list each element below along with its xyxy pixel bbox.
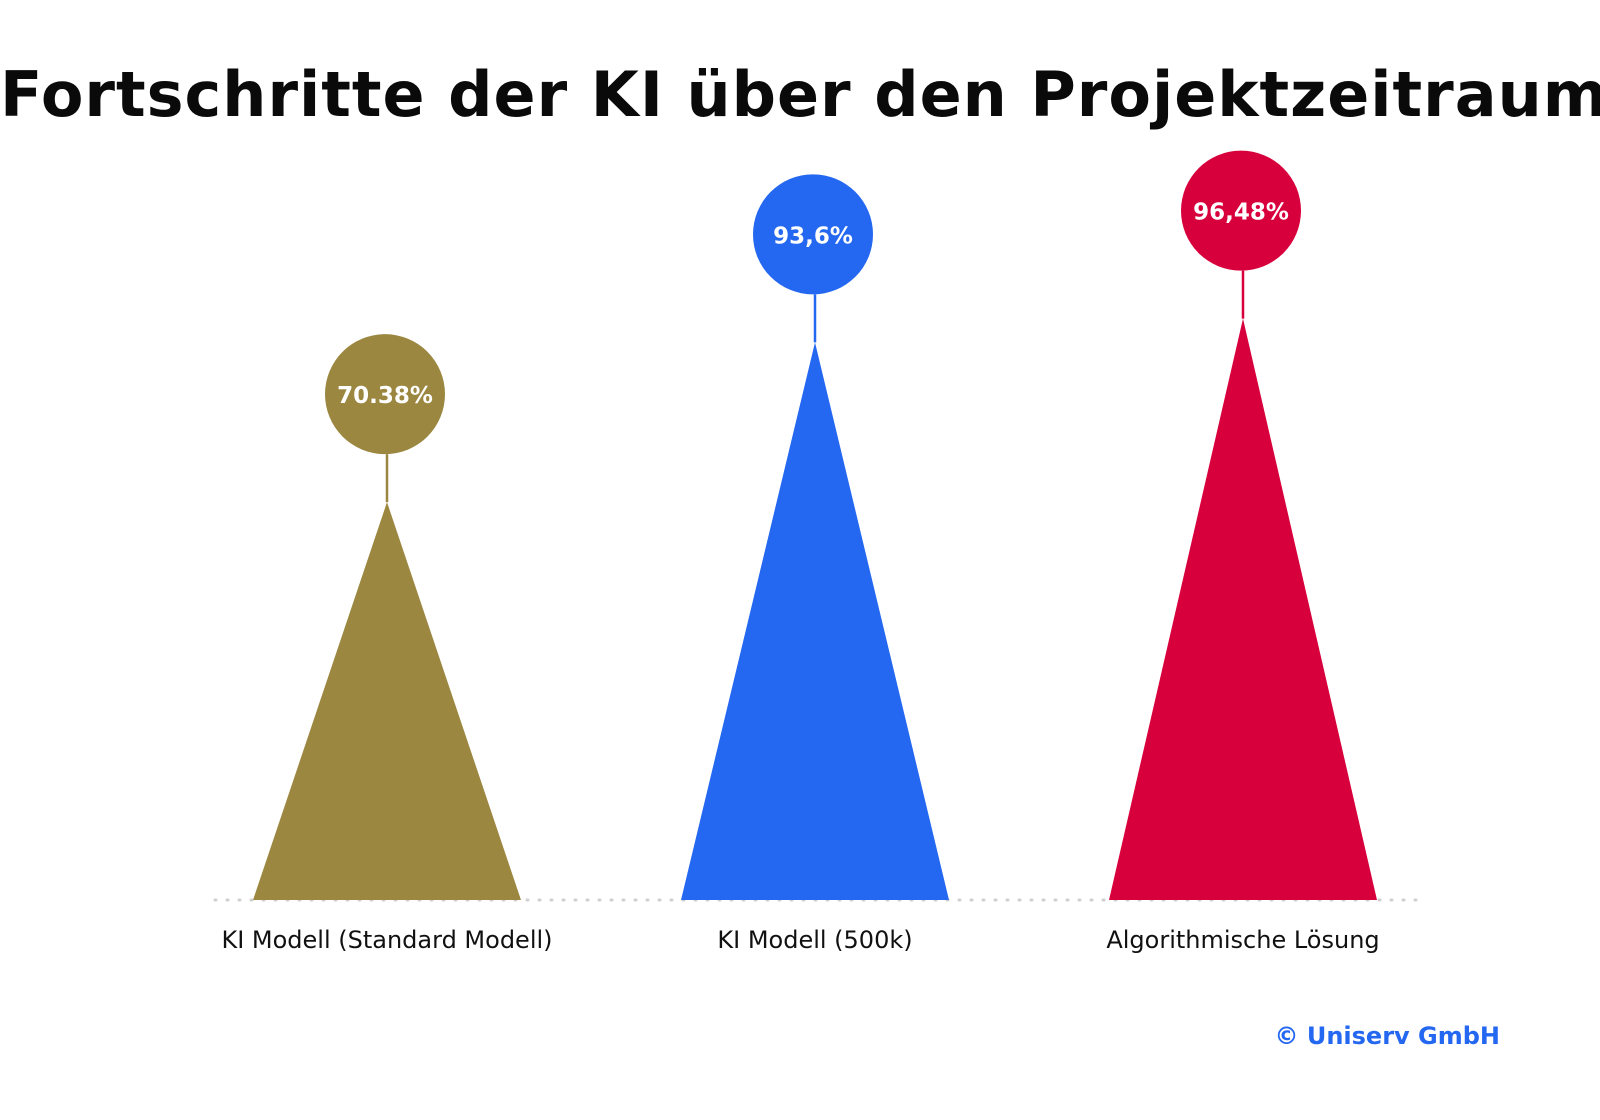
- copyright-notice: © Uniserv GmbH: [1274, 1022, 1500, 1050]
- category-label-3: Algorithmische Lösung: [1106, 926, 1379, 954]
- value-label-1: 70.38%: [337, 383, 433, 409]
- chart-title-text: Fortschritte der KI über den Projektzeit…: [0, 58, 1600, 131]
- value-label-3: 96,48%: [1193, 200, 1289, 226]
- triangle-bar-3: [1109, 318, 1377, 900]
- chart-title: Fortschritte der KI über den Projektzeit…: [0, 58, 1600, 131]
- value-bubble-2: [753, 174, 873, 295]
- value-bubble-1: [325, 334, 445, 455]
- category-label-1: KI Modell (Standard Modell): [221, 926, 552, 954]
- triangle-bar-1: [253, 502, 521, 900]
- value-bubble-3: [1181, 150, 1301, 271]
- triangle-bar-2: [681, 342, 949, 900]
- value-label-2: 93,6%: [773, 223, 853, 249]
- category-label-2: KI Modell (500k): [717, 926, 912, 954]
